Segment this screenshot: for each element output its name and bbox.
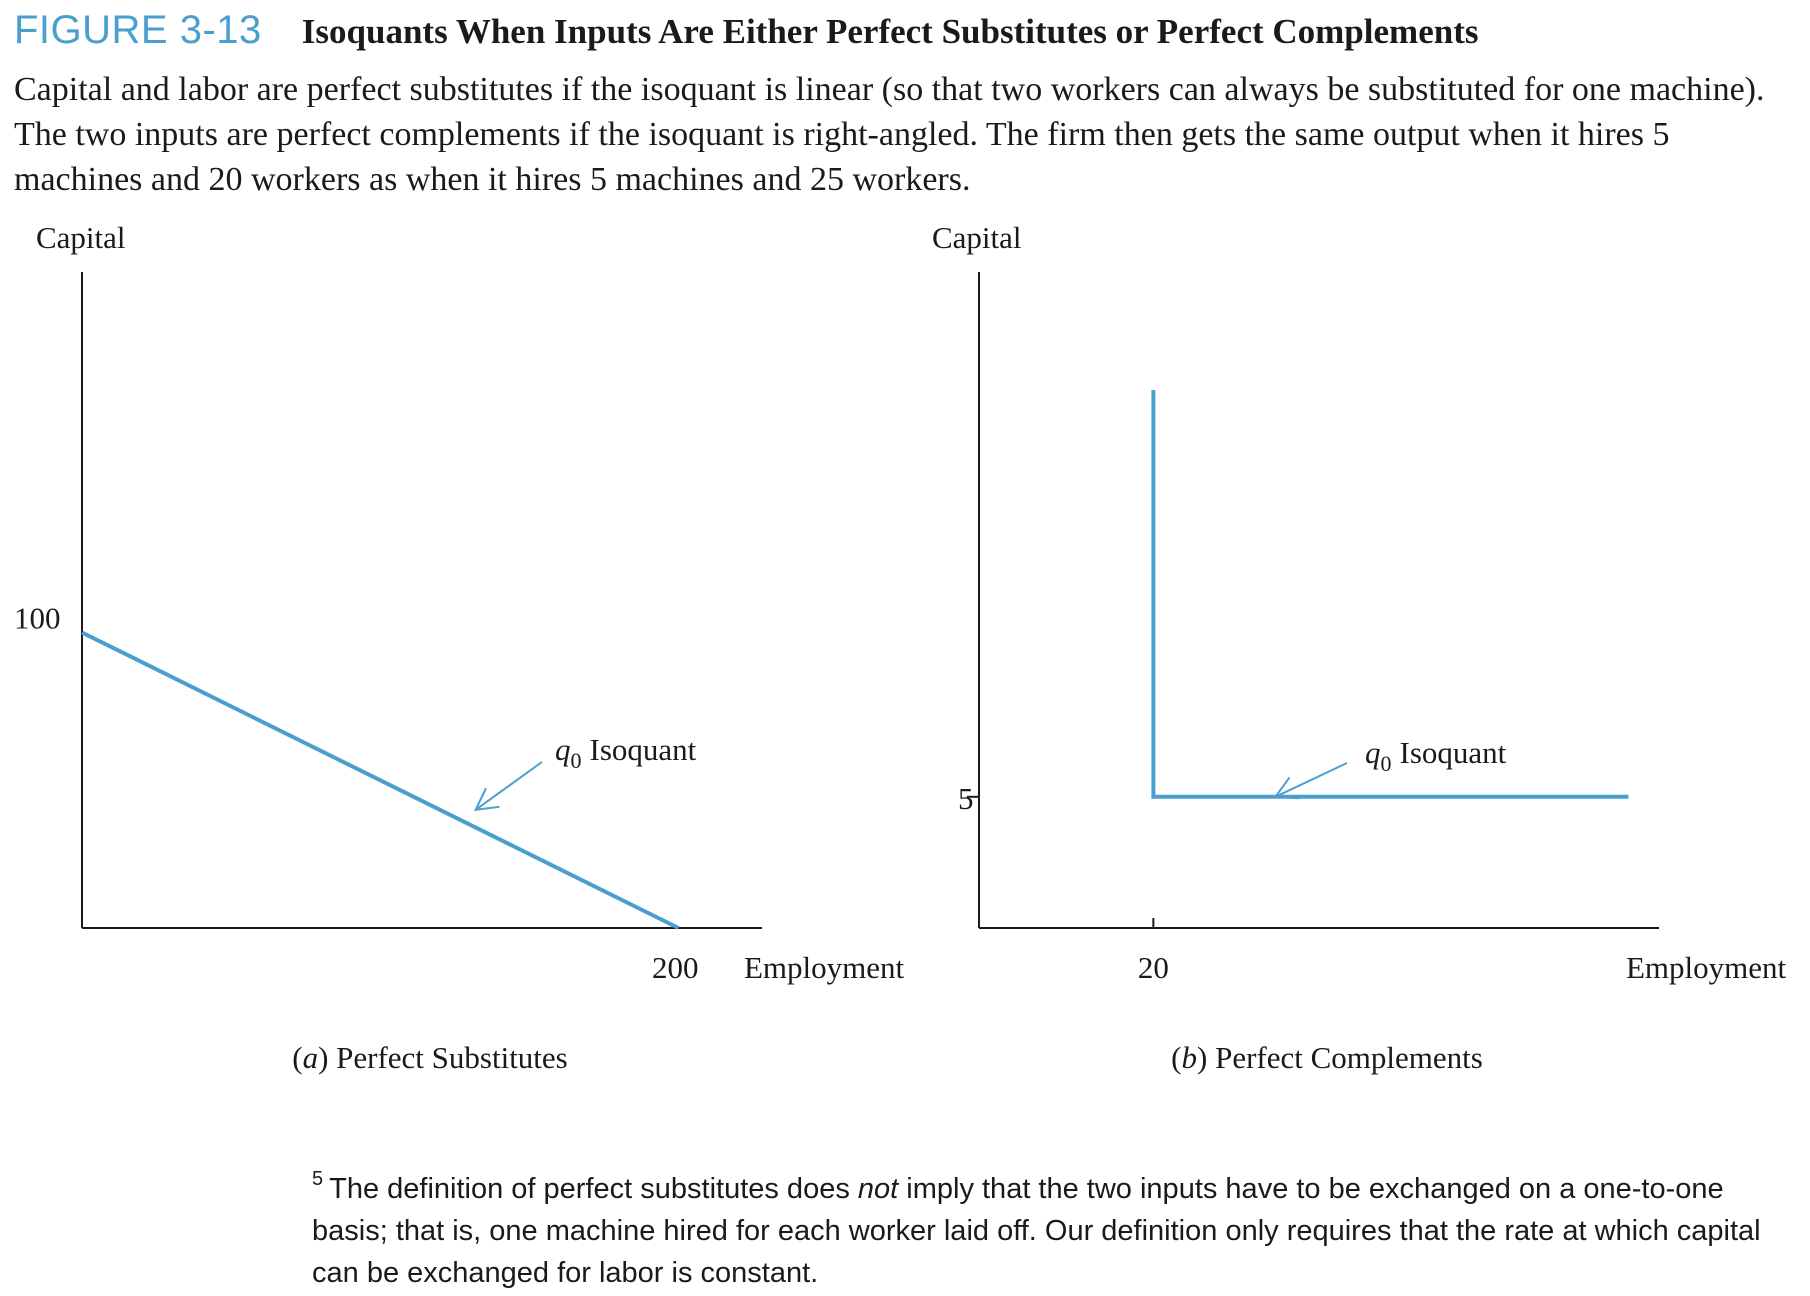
annotation-symbol: q	[1365, 735, 1381, 770]
chart-panel-a: Capital Employment 200 100 q0 Isoquant (a) Per…	[14, 220, 905, 1075]
annotation-text: Isoquant	[590, 732, 697, 767]
annotation-symbol: q	[555, 732, 571, 767]
annotation-label: q0 Isoquant	[555, 732, 697, 773]
footnote: 5 The definition of perfect substitutes d…	[312, 1158, 1792, 1294]
isoquant-line	[1151, 390, 1629, 799]
annotation-arrow-head	[473, 787, 500, 812]
figure-title: Isoquants When Inputs Are Either Perfect…	[301, 12, 1479, 51]
isoquant-line	[81, 630, 680, 930]
annotation-label: q0 Isoquant	[1365, 735, 1507, 776]
panel-title: (a) Perfect Substitutes	[292, 1040, 568, 1075]
y-tick-label: 100	[14, 601, 61, 636]
x-axis-label: Employment	[1626, 950, 1787, 985]
panel-letter: a	[303, 1040, 319, 1075]
figure-caption: Capital and labor are perfect substitute…	[14, 71, 1765, 198]
panel-paren-close: )	[1197, 1040, 1215, 1075]
panel-paren-close: )	[318, 1040, 336, 1075]
panel-title-text: Perfect Complements	[1215, 1040, 1483, 1075]
annotation-subscript: 0	[571, 748, 582, 773]
footnote-text-before: The definition of perfect substitutes do…	[329, 1173, 858, 1205]
x-tick-label: 20	[1138, 950, 1169, 985]
x-tick-label: 200	[652, 950, 699, 985]
annotation-subscript: 0	[1381, 751, 1392, 776]
footnote-number: 5	[312, 1168, 324, 1190]
annotation-text: Isoquant	[1400, 735, 1507, 770]
footnote-emphasis: not	[857, 1173, 899, 1205]
panel-title-text: Perfect Substitutes	[336, 1040, 568, 1075]
chart-panel-b: Capital Employment 20 5 q0 Isoquant (b) Perfec…	[932, 220, 1787, 1075]
panel-title: (b) Perfect Complements	[1171, 1040, 1483, 1075]
figure-label: FIGURE 3-13	[14, 8, 262, 52]
panel-paren-open: (	[292, 1040, 302, 1075]
figure-header: FIGURE 3-13 Isoquants When Inputs Are Eit…	[14, 4, 1794, 202]
annotation-arrow-shaft	[1274, 762, 1348, 798]
footnote-text-after: imply that the two inputs have to be exc…	[312, 1173, 1761, 1289]
panel-paren-open: (	[1171, 1040, 1181, 1075]
x-axis-label: Employment	[744, 950, 905, 985]
y-tick-label: 5	[958, 781, 974, 816]
annotation-arrow-head	[1273, 776, 1300, 800]
annotation-arrow-shaft	[475, 761, 543, 811]
panel-letter: b	[1182, 1040, 1198, 1075]
figure-heading: FIGURE 3-13 Isoquants When Inputs Are Eit…	[14, 4, 1794, 65]
y-axis-label: Capital	[36, 220, 126, 255]
y-axis-label: Capital	[932, 220, 1022, 255]
